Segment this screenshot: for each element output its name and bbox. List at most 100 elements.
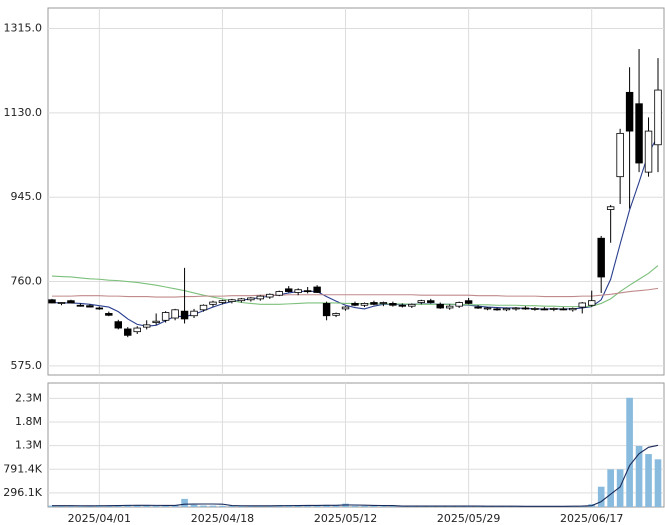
candle-body (351, 303, 359, 306)
volume-bar (645, 454, 652, 507)
candle-body (635, 103, 643, 164)
volume-bar (77, 505, 84, 507)
candle-body (408, 303, 416, 307)
candle-body (559, 308, 568, 311)
y-tick-label: 296.1K (3, 486, 42, 499)
candle-body (199, 304, 208, 311)
candle-body (512, 307, 520, 310)
candle-body (76, 304, 85, 307)
volume-bar (48, 505, 56, 507)
volume-panel (47, 382, 665, 508)
candle-body (360, 303, 369, 306)
candle-body (95, 307, 104, 310)
volume-bar (105, 505, 113, 507)
candle-body (493, 308, 501, 311)
candle-body (417, 300, 425, 303)
candle-body (644, 130, 653, 173)
volume-bar (171, 505, 179, 507)
volume-bar (351, 505, 359, 507)
candle-body (133, 327, 141, 333)
candle-body (313, 286, 321, 293)
candle-body (521, 307, 530, 310)
candle-body (597, 237, 605, 278)
volume-bar (67, 506, 75, 507)
candle-body (654, 89, 662, 146)
candle-body (86, 305, 94, 308)
x-tick-label: 2025/05/29 (437, 512, 500, 525)
volume-bar (228, 505, 236, 507)
volume-bar (143, 505, 151, 507)
candle-body (625, 91, 634, 132)
volume-bar (275, 505, 283, 507)
candle-body (294, 289, 302, 293)
candle-body (322, 303, 331, 317)
volume-bar (332, 505, 340, 507)
candle-body (332, 313, 340, 316)
x-tick-label: 2025/04/18 (191, 512, 254, 525)
candle-body (445, 305, 454, 309)
volume-bar (58, 505, 65, 507)
volume-bar (219, 505, 226, 507)
volume-bar (597, 486, 605, 507)
candle-body (180, 310, 189, 320)
volume-bar (133, 505, 141, 507)
volume-bar (200, 505, 207, 507)
x-tick-label: 2025/04/01 (68, 512, 131, 525)
candle-body (105, 313, 113, 316)
candle-body (455, 302, 463, 307)
candle-body (502, 308, 511, 311)
candle-body (124, 328, 132, 336)
candle-body (341, 306, 350, 310)
price-panel (47, 7, 665, 376)
candle-body (57, 302, 66, 304)
candle-body (427, 300, 435, 303)
volume-bar (607, 469, 614, 507)
volume-bar (380, 506, 387, 507)
volume-bar (162, 505, 169, 507)
candle-body (152, 320, 160, 323)
candle-body (190, 310, 198, 317)
candle-body (389, 303, 397, 306)
y-tick-label: 791.4K (3, 462, 42, 475)
y-tick-label: 1130.0 (4, 106, 43, 119)
moving-average-line (52, 444, 659, 507)
candle-body (370, 302, 378, 305)
y-tick-label: 1.8M (15, 415, 42, 428)
candle-body (531, 308, 539, 310)
candle-body (474, 306, 482, 309)
volume-bar (190, 504, 198, 507)
candle-body (398, 304, 407, 307)
volume-bar (181, 498, 188, 507)
candle-body (285, 288, 293, 292)
volume-bar (152, 505, 160, 507)
candle-body (436, 303, 444, 309)
candle-body (606, 206, 615, 210)
volume-bar (616, 469, 624, 507)
volume-bar (304, 505, 311, 507)
candle-body (379, 302, 388, 304)
candle-body (237, 298, 246, 302)
y-tick-label: 945.0 (11, 190, 43, 203)
volume-bar (361, 505, 368, 507)
candle-body (247, 297, 255, 301)
candle-body (616, 132, 624, 178)
y-tick-label: 575.0 (11, 359, 43, 372)
candle-body (578, 302, 586, 308)
volume-bar (370, 506, 378, 507)
candle-body (67, 300, 75, 304)
candle-body (464, 300, 473, 304)
y-tick-label: 1.3M (15, 439, 42, 452)
moving-average-line (52, 287, 659, 298)
y-tick-label: 760.0 (11, 275, 43, 288)
candle-body (569, 308, 577, 311)
volume-bar (626, 397, 633, 507)
volume-bar (238, 505, 245, 507)
y-tick-label: 1315.0 (4, 22, 43, 35)
candle-body (218, 300, 227, 303)
candle-body (256, 295, 265, 300)
volume-bar (389, 506, 397, 507)
volume-bar (654, 459, 662, 507)
volume-bar (635, 445, 643, 507)
candle-body (483, 307, 492, 310)
candle-body (303, 290, 312, 293)
